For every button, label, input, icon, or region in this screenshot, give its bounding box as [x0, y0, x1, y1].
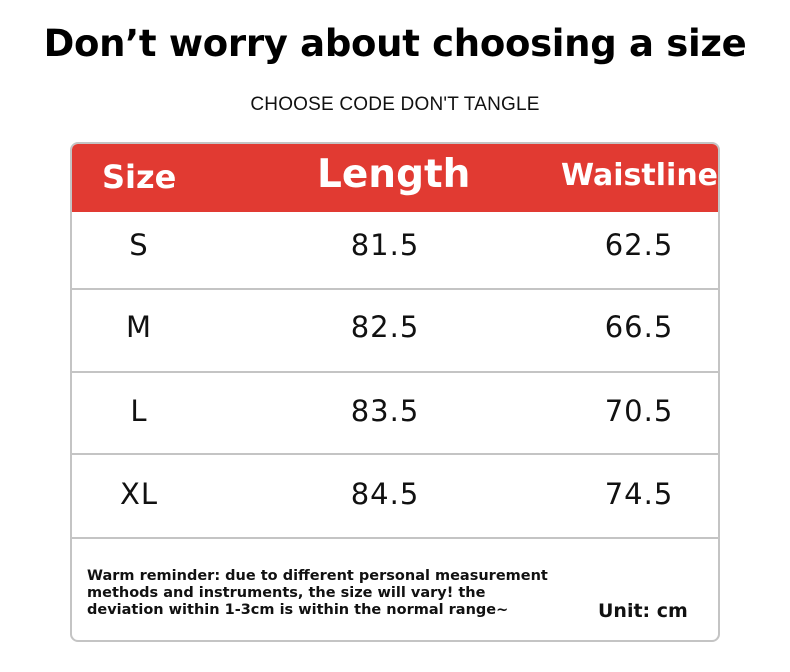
column-header-waistline: Waistline — [561, 158, 719, 193]
table-row: S 81.5 62.5 — [72, 212, 718, 290]
size-chart-table: Size Length Waistline S 81.5 62.5 M 82.5… — [70, 142, 720, 642]
note-line: methods and instruments, the size will v… — [87, 585, 486, 601]
table-row: L 83.5 70.5 — [72, 373, 718, 455]
cell-length: 83.5 — [350, 394, 420, 428]
unit-label: Unit: cm — [598, 600, 688, 622]
page-subtitle: CHOOSE CODE DON'T TANGLE — [250, 94, 540, 115]
cell-waistline: 74.5 — [604, 477, 674, 511]
cell-waistline: 62.5 — [604, 228, 674, 262]
cell-waistline: 70.5 — [604, 394, 674, 428]
column-header-length: Length — [317, 152, 471, 197]
cell-length: 84.5 — [350, 477, 420, 511]
cell-size: S — [129, 228, 149, 262]
note-line: deviation within 1-3cm is within the nor… — [87, 602, 509, 618]
table-header: Size Length Waistline — [72, 144, 718, 212]
cell-size: M — [125, 310, 153, 344]
cell-waistline: 66.5 — [604, 310, 674, 344]
cell-length: 82.5 — [350, 310, 420, 344]
cell-length: 81.5 — [350, 228, 420, 262]
cell-size: XL — [119, 477, 159, 511]
page-title: Don’t worry about choosing a size — [43, 22, 747, 65]
note-line: Warm reminder: due to different personal… — [87, 568, 548, 584]
warm-reminder-note: Warm reminder: due to different personal… — [87, 568, 587, 619]
column-header-size: Size — [102, 158, 177, 196]
table-row: XL 84.5 74.5 — [72, 455, 718, 539]
cell-size: L — [130, 394, 148, 428]
table-row: M 82.5 66.5 — [72, 290, 718, 373]
